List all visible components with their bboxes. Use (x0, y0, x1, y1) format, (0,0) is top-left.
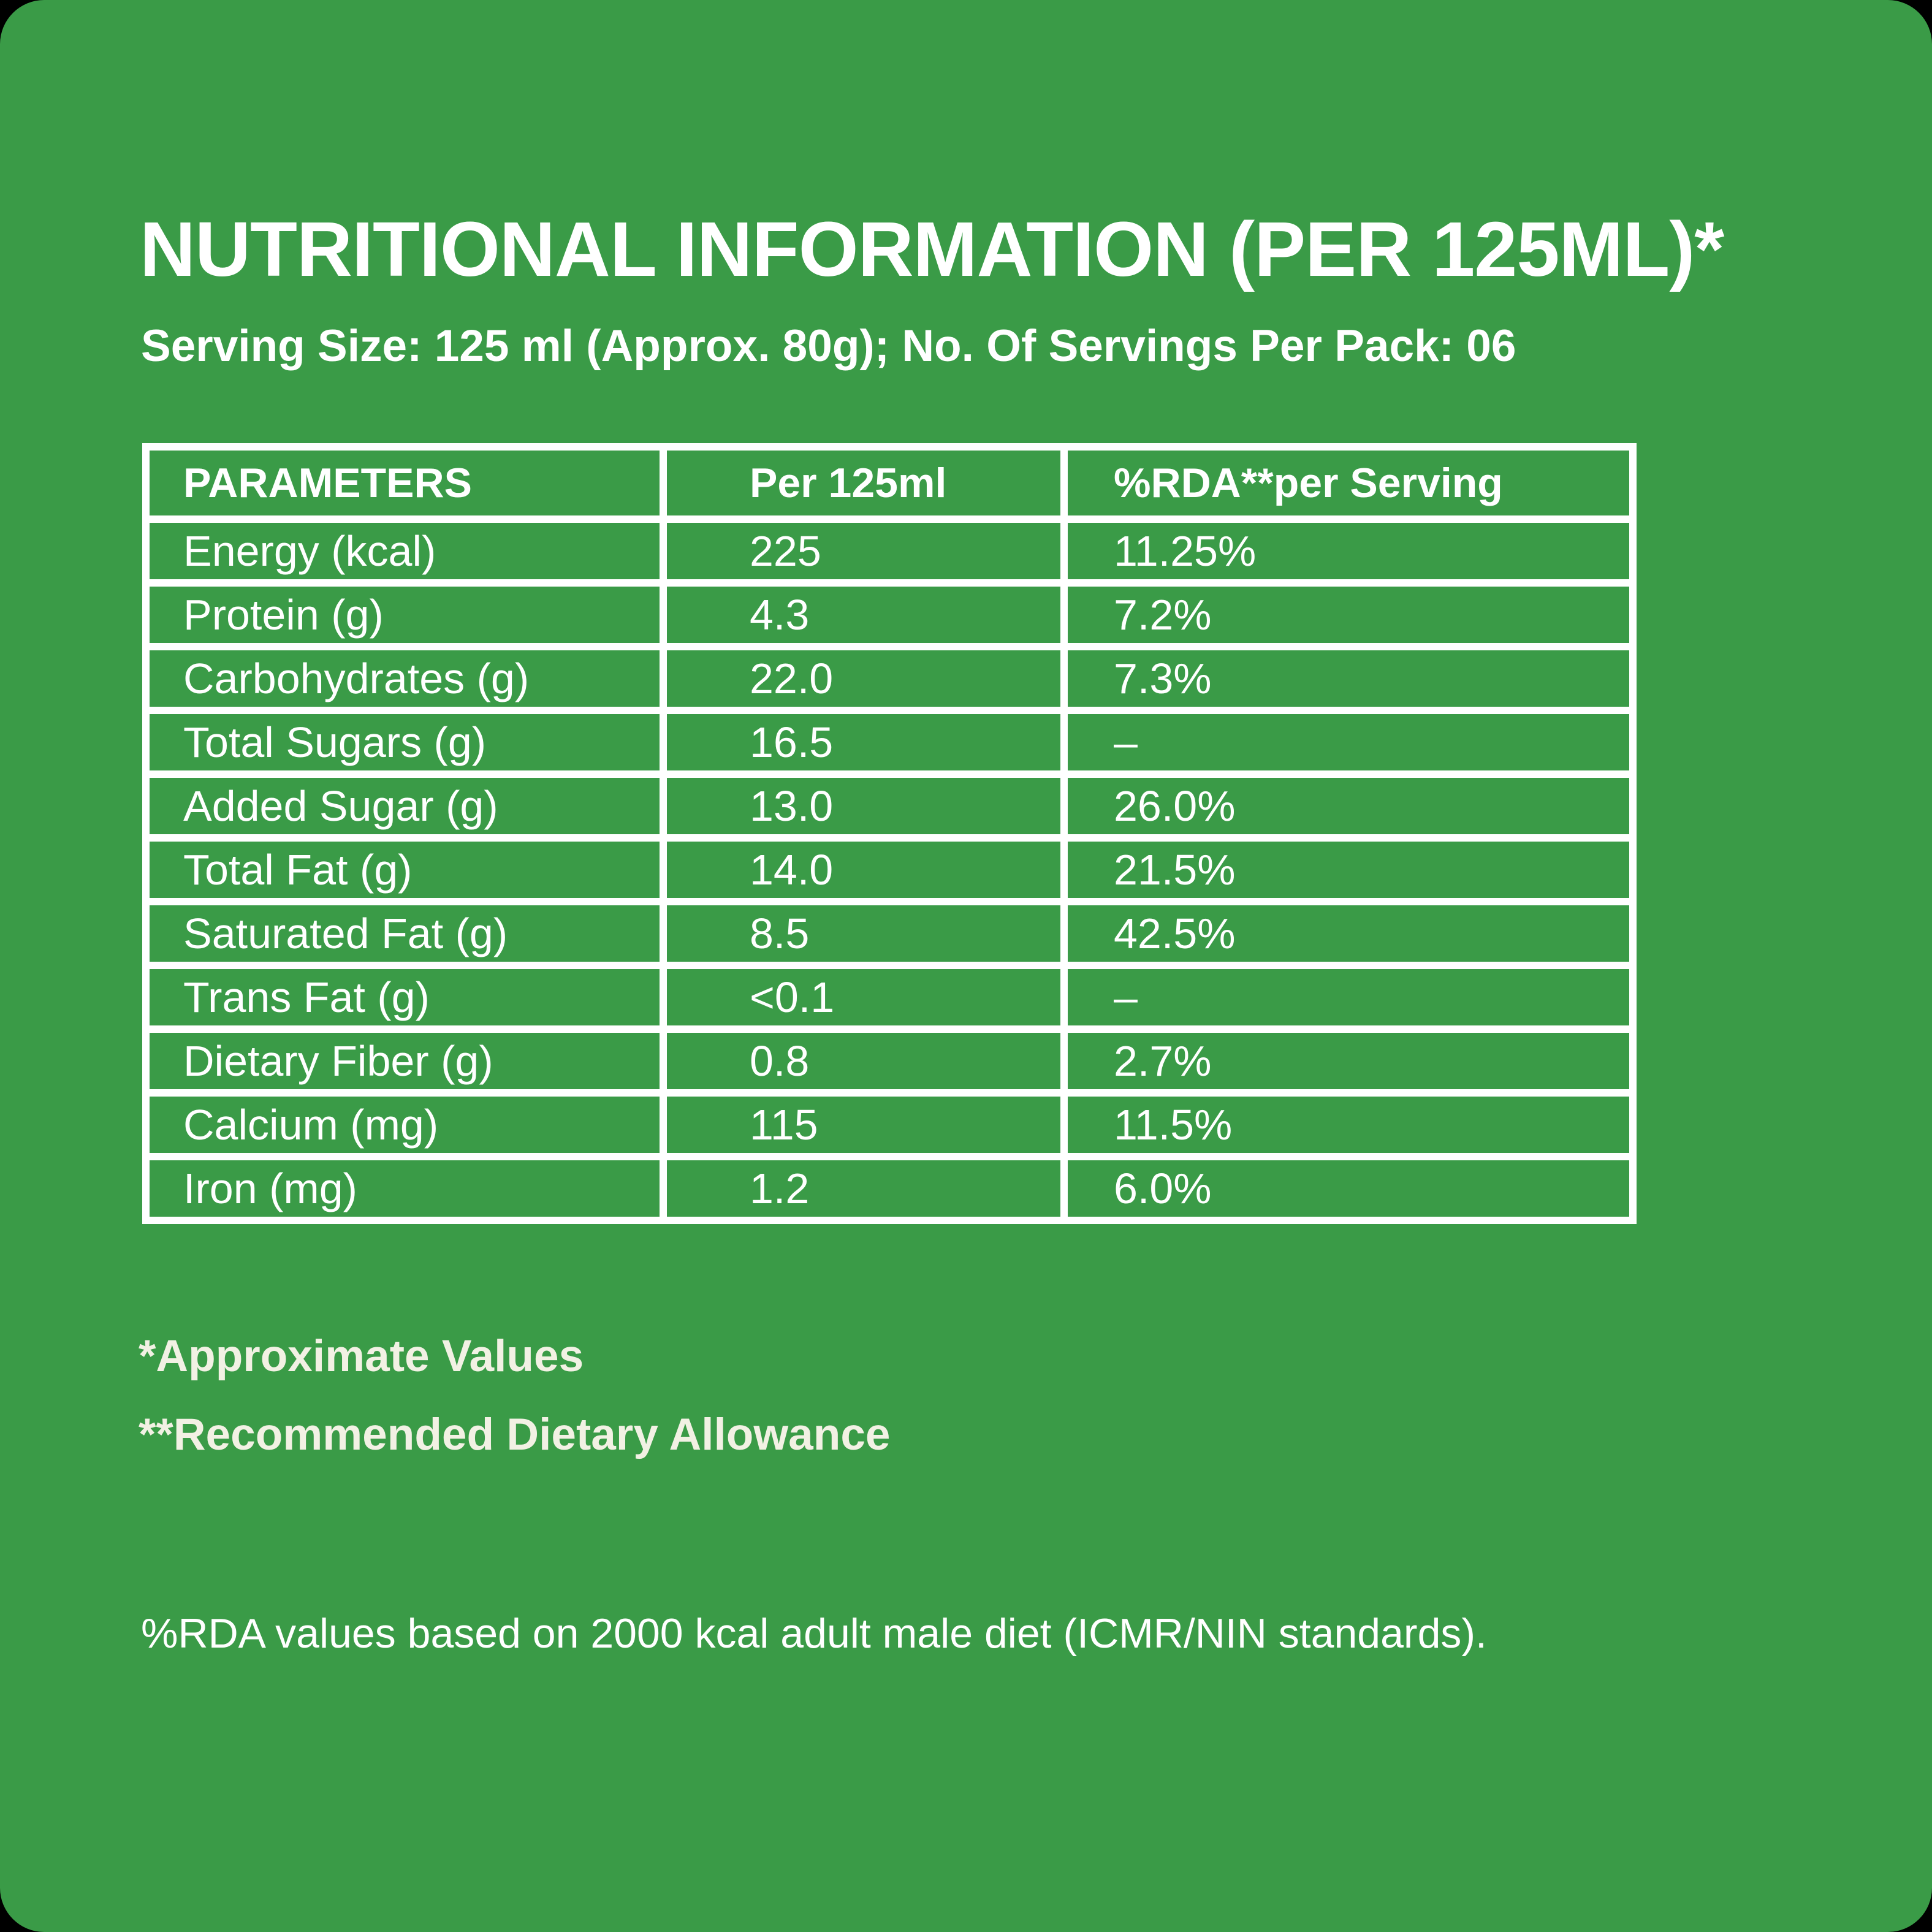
table-row-iron: Iron (mg) 1.2 6.0% (142, 1153, 1637, 1224)
footnote-approximate-values: *Approximate Values (139, 1331, 584, 1381)
row-value: 13.0 (660, 770, 1068, 842)
footnote-recommended-dietary-allowance: **Recommended Dietary Allowance (139, 1410, 891, 1459)
row-parameter: Trans Fat (g) (142, 962, 667, 1033)
row-value: <0.1 (660, 962, 1068, 1033)
header-row: PARAMETERS Per 125ml %RDA**per Serving (142, 443, 1637, 523)
nutrition-table: PARAMETERS Per 125ml %RDA**per Serving E… (142, 443, 1637, 1224)
row-rda: 6.0% (1060, 1153, 1637, 1224)
table-row-added-sugar: Added Sugar (g) 13.0 26.0% (142, 770, 1637, 842)
row-rda: – (1060, 962, 1637, 1033)
nutrition-table-header: PARAMETERS Per 125ml %RDA**per Serving (142, 443, 1637, 523)
table-row-dietary-fiber: Dietary Fiber (g) 0.8 2.7% (142, 1025, 1637, 1097)
table-row-carbohydrates: Carbohydrates (g) 22.0 7.3% (142, 643, 1637, 714)
row-rda: 21.5% (1060, 834, 1637, 905)
row-parameter: Total Sugars (g) (142, 707, 667, 778)
row-parameter: Energy (kcal) (142, 515, 667, 587)
nutrition-table-body: Energy (kcal) 225 11.25% Protein (g) 4.3… (142, 515, 1637, 1224)
row-value: 8.5 (660, 898, 1068, 969)
row-value: 115 (660, 1089, 1068, 1160)
row-rda: 42.5% (1060, 898, 1637, 969)
row-rda: 2.7% (1060, 1025, 1637, 1097)
row-rda: 11.25% (1060, 515, 1637, 587)
header-rda-per-serving: %RDA**per Serving (1060, 443, 1637, 523)
row-parameter: Protein (g) (142, 579, 667, 650)
table-row-saturated-fat: Saturated Fat (g) 8.5 42.5% (142, 898, 1637, 969)
row-parameter: Iron (mg) (142, 1153, 667, 1224)
row-parameter: Carbohydrates (g) (142, 643, 667, 714)
row-parameter: Dietary Fiber (g) (142, 1025, 667, 1097)
row-rda: 7.2% (1060, 579, 1637, 650)
row-parameter: Calcium (mg) (142, 1089, 667, 1160)
row-value: 14.0 (660, 834, 1068, 905)
row-rda: 26.0% (1060, 770, 1637, 842)
row-value: 225 (660, 515, 1068, 587)
table-row-trans-fat: Trans Fat (g) <0.1 – (142, 962, 1637, 1033)
table-row-energy: Energy (kcal) 225 11.25% (142, 515, 1637, 587)
row-rda: 11.5% (1060, 1089, 1637, 1160)
row-parameter: Saturated Fat (g) (142, 898, 667, 969)
rda-basis-note: %RDA values based on 2000 kcal adult mal… (141, 1610, 1487, 1657)
table-row-calcium: Calcium (mg) 115 11.5% (142, 1089, 1637, 1160)
row-parameter: Total Fat (g) (142, 834, 667, 905)
header-parameters: PARAMETERS (142, 443, 667, 523)
row-rda: 7.3% (1060, 643, 1637, 714)
row-value: 16.5 (660, 707, 1068, 778)
row-parameter: Added Sugar (g) (142, 770, 667, 842)
table-row-protein: Protein (g) 4.3 7.2% (142, 579, 1637, 650)
row-value: 4.3 (660, 579, 1068, 650)
table-row-total-fat: Total Fat (g) 14.0 21.5% (142, 834, 1637, 905)
serving-size-info: Serving Size: 125 ml (Approx. 80g); No. … (141, 321, 1516, 371)
table-row-total-sugars: Total Sugars (g) 16.5 – (142, 707, 1637, 778)
page-title: NUTRITIONAL INFORMATION (PER 125ML)* (140, 206, 1724, 292)
row-value: 0.8 (660, 1025, 1068, 1097)
row-rda: – (1060, 707, 1637, 778)
header-per-125ml: Per 125ml (660, 443, 1068, 523)
row-value: 22.0 (660, 643, 1068, 714)
row-value: 1.2 (660, 1153, 1068, 1224)
